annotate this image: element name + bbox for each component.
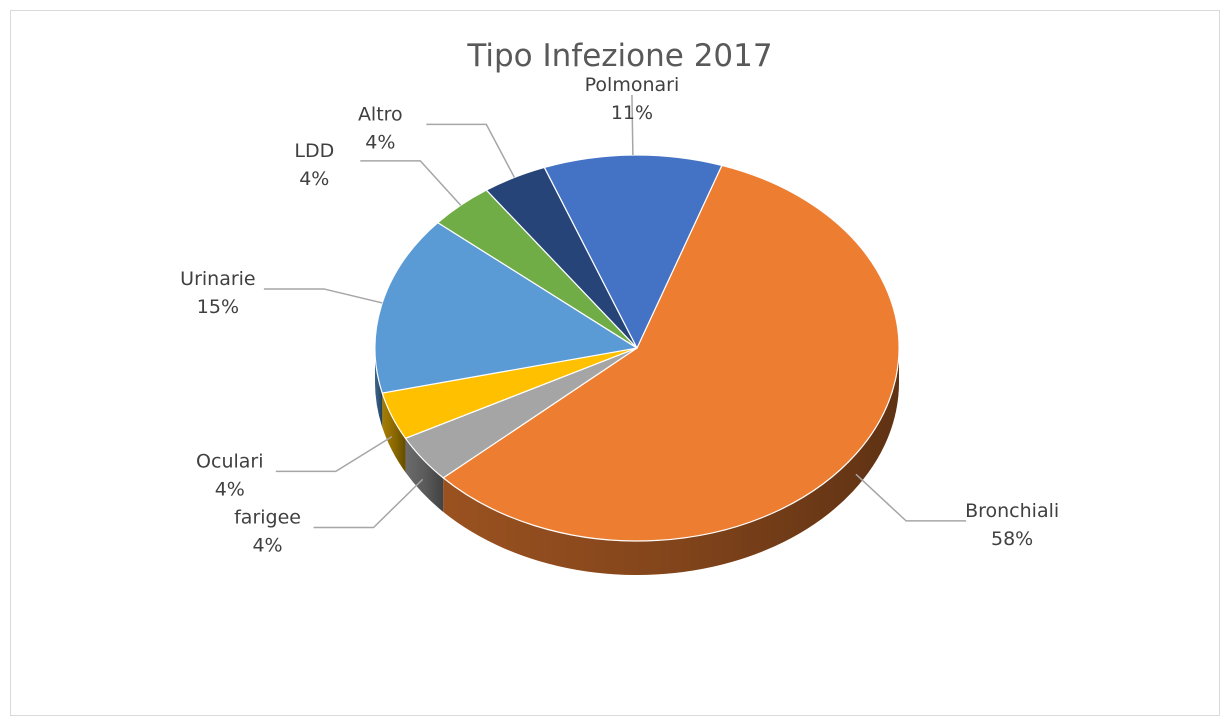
chart-title: Tipo Infezione 2017 [466, 38, 772, 74]
data-label-value: 4% [365, 131, 395, 153]
pie-side-bronchiali [443, 348, 899, 575]
pie-slice-bronchiali [442, 164, 900, 542]
leader-line-bronchiali [855, 473, 967, 522]
pie-slice-polmonari [543, 154, 723, 349]
data-label-category: farigee [234, 506, 301, 528]
data-label-value: 58% [991, 528, 1033, 550]
pie-side-farigee [405, 438, 444, 512]
data-labels: Bronchiali 58% farigee 4% Oculari 4% Urinarie 1… [180, 74, 1059, 556]
leader-line-polmonari [631, 95, 634, 156]
pie-slices [374, 154, 900, 542]
pie-side-shade [375, 348, 383, 428]
data-label-category: Oculari [196, 450, 263, 472]
data-label-value: 4% [215, 478, 245, 500]
pie-depth [375, 348, 899, 575]
pie-side-urinarie [375, 348, 383, 428]
pie-slice-urinarie [374, 222, 638, 394]
leader-line-farigee [313, 478, 424, 529]
data-label-category: Bronchiali [965, 500, 1059, 522]
data-label-value: 4% [252, 534, 282, 556]
leader-line-oculari [275, 435, 393, 473]
pie-side-shade [405, 438, 444, 512]
pie-side-shade [443, 348, 899, 575]
pie-side-shade [382, 393, 406, 473]
data-label-category: LDD [294, 140, 334, 162]
leader-line-altro [426, 123, 516, 178]
pie-side-oculari [382, 393, 406, 473]
data-label-category: Altro [358, 103, 403, 125]
data-label-category: Urinarie [180, 268, 255, 290]
leader-line-urinarie [263, 288, 383, 304]
data-label-value: 15% [197, 296, 239, 318]
data-label-value: 4% [299, 168, 329, 190]
data-label-value: 11% [611, 102, 653, 124]
data-label-category: Polmonari [585, 74, 680, 96]
leader-lines [263, 95, 967, 529]
leader-line-ldd [360, 160, 462, 206]
